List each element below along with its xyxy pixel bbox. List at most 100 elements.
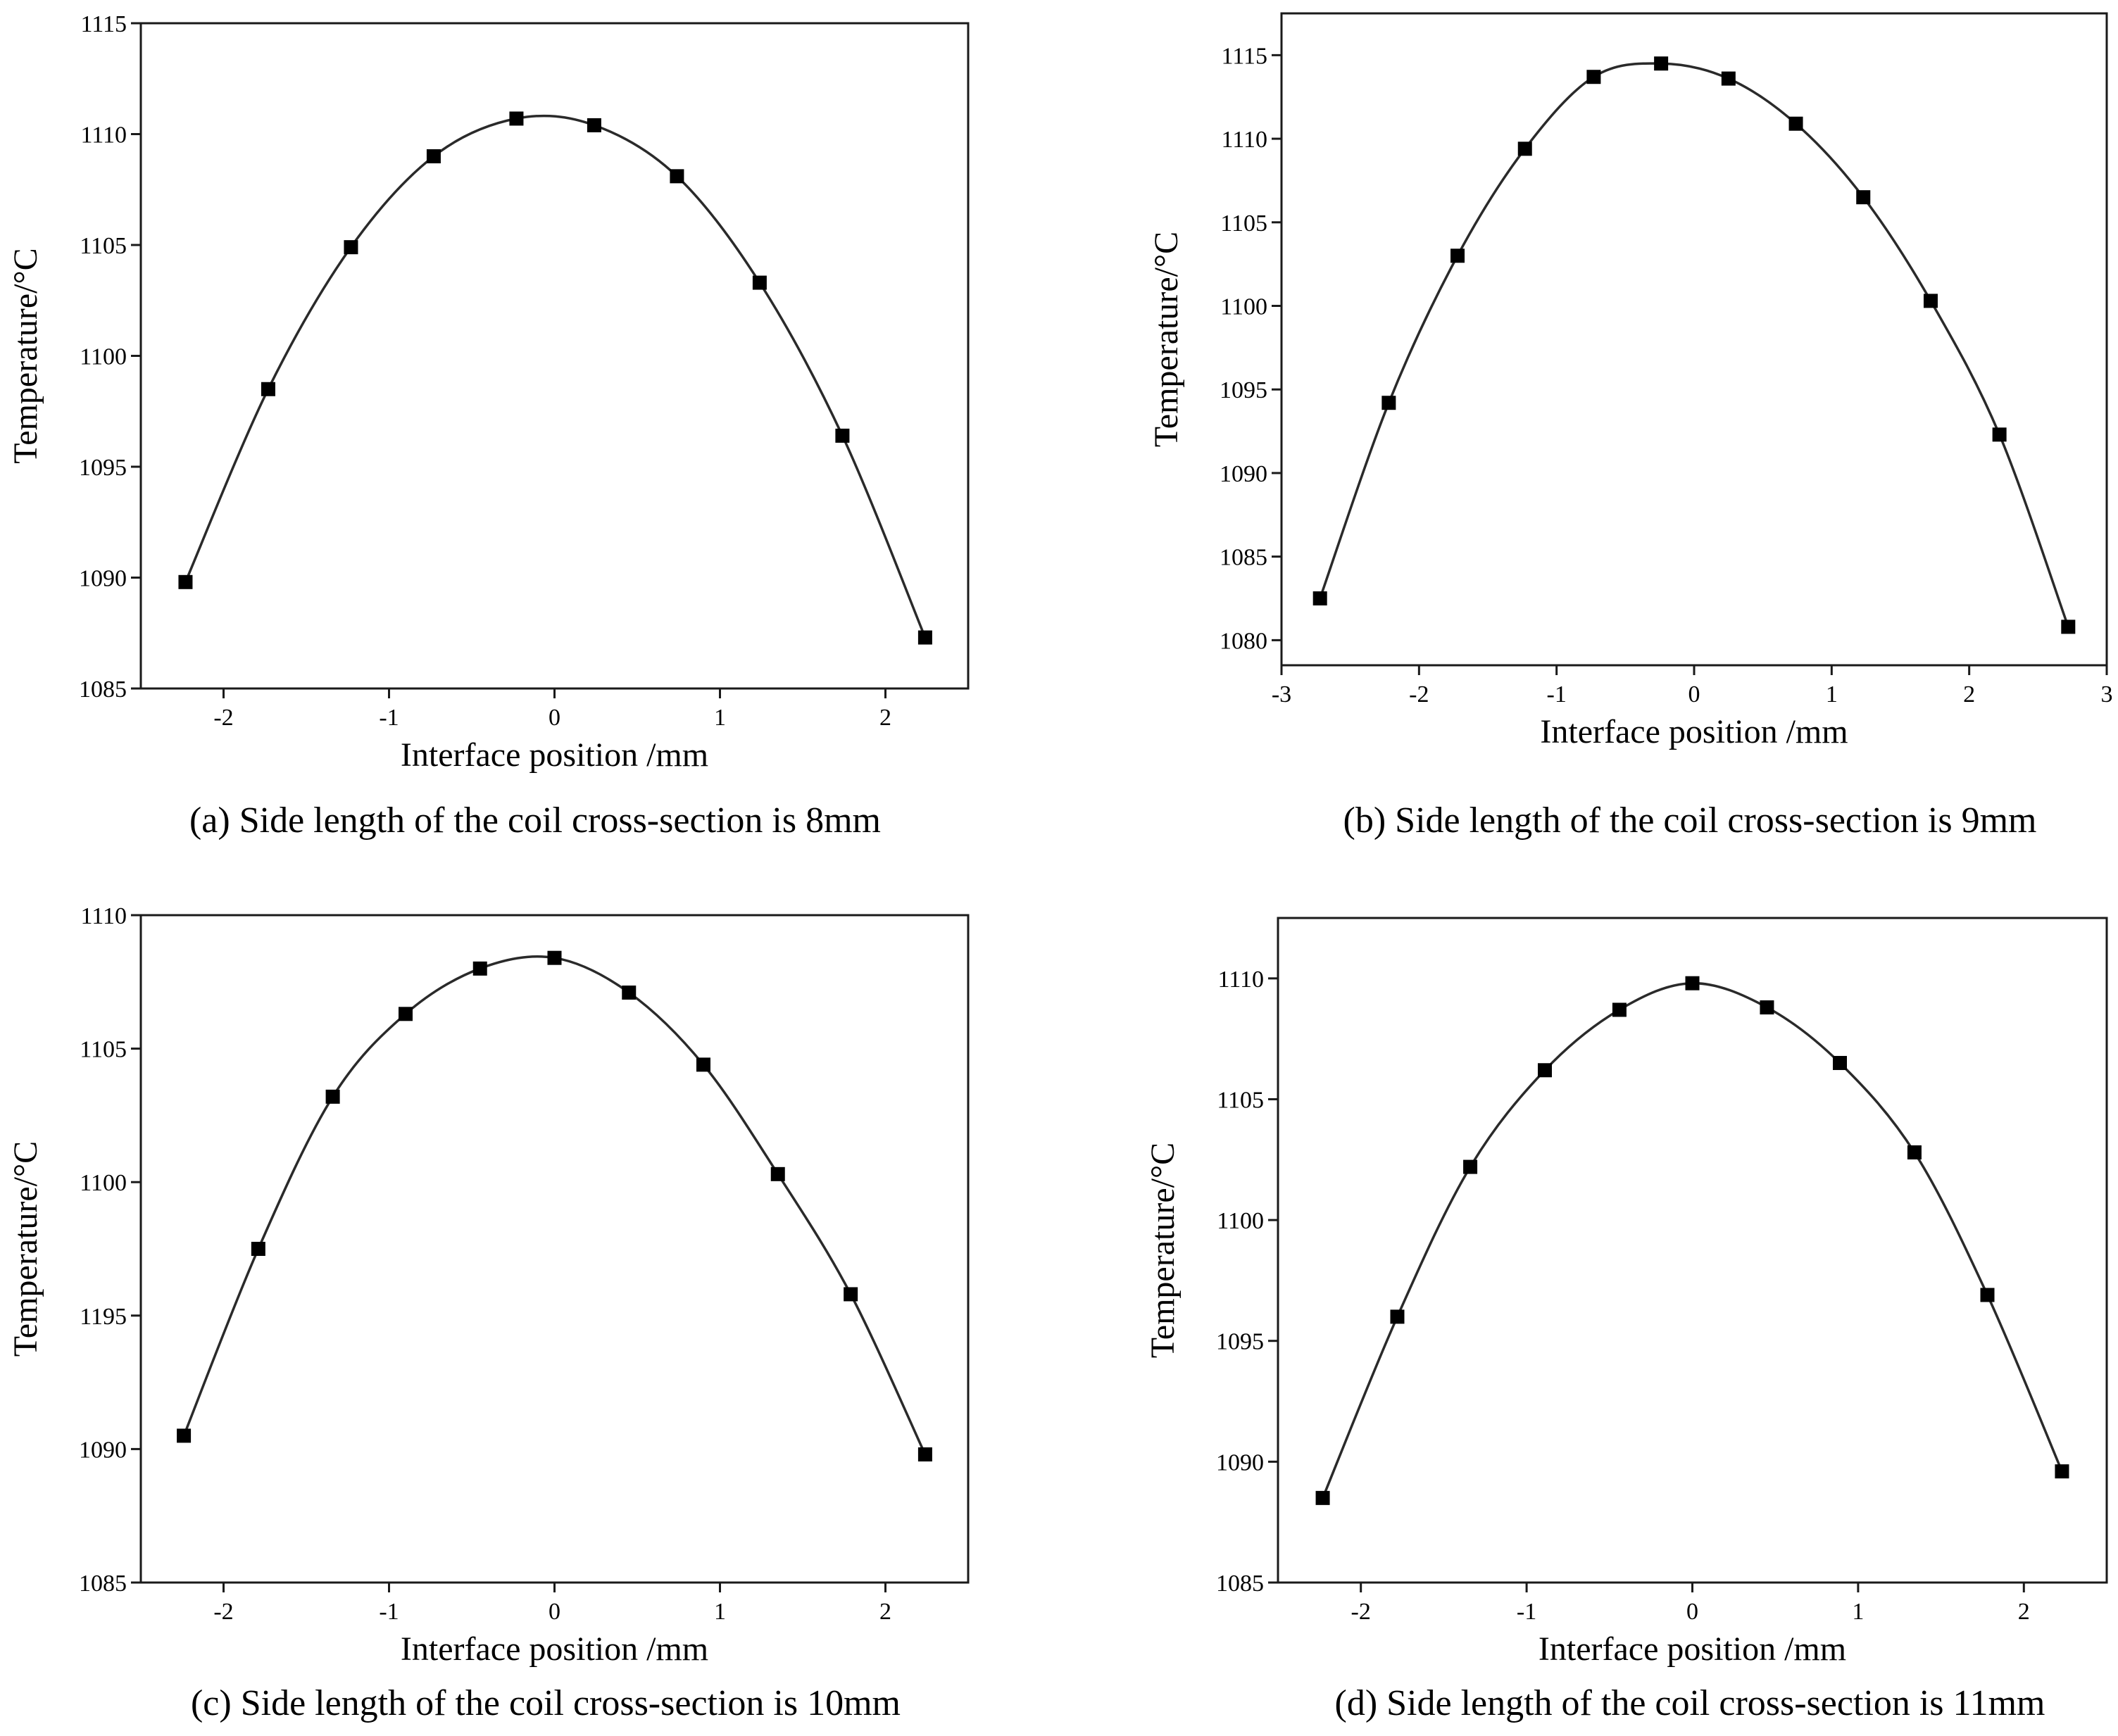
- data-point-a: [752, 275, 767, 290]
- y-tick-label-d: 1110: [1218, 967, 1264, 993]
- data-point-d: [1833, 1055, 1848, 1070]
- data-point-a: [178, 574, 193, 589]
- x-axis-label-c: Interface position /mm: [401, 1630, 708, 1668]
- data-point-b: [1381, 396, 1396, 410]
- y-tick-label-d: 1100: [1217, 1208, 1264, 1234]
- data-point-d: [1685, 976, 1700, 990]
- x-tick-label-a: 2: [879, 705, 891, 731]
- x-tick-label-c: 0: [549, 1599, 560, 1625]
- data-point-b: [1654, 56, 1669, 71]
- data-point-b: [1450, 249, 1465, 263]
- y-tick-label-a: 1115: [81, 11, 127, 37]
- y-tick-label-d: 1105: [1217, 1087, 1264, 1113]
- data-point-a: [835, 428, 850, 443]
- caption-a: (a) Side length of the coil cross-sectio…: [189, 800, 881, 841]
- data-point-b: [1923, 294, 1938, 308]
- y-tick-label-b: 1085: [1220, 545, 1267, 571]
- y-tick-label-c: 1195: [80, 1304, 127, 1330]
- data-point-c: [251, 1242, 265, 1256]
- fit-curve-b: [1319, 62, 2069, 627]
- x-tick-label-b: 3: [2101, 681, 2113, 707]
- y-axis-label-c: Temperature/°C: [7, 1141, 44, 1357]
- data-point-c: [844, 1287, 858, 1302]
- data-point-d: [1537, 1063, 1552, 1078]
- y-axis-label-b: Temperature/°C: [1148, 232, 1185, 447]
- x-tick-label-b: -2: [1409, 681, 1429, 707]
- caption-c: (c) Side length of the coil cross-sectio…: [191, 1683, 901, 1723]
- y-tick-label-b: 1090: [1220, 461, 1267, 487]
- y-tick-label-a: 1095: [79, 455, 127, 481]
- y-tick-label-b: 1110: [1222, 127, 1267, 153]
- panel-c: -2 -1 0 1 2 1085 1090 1195 1100 1105 1110 Interfac…: [7, 903, 970, 1723]
- data-point-d: [2055, 1464, 2069, 1479]
- x-tick-label-b: -3: [1272, 681, 1291, 707]
- y-tick-label-a: 1085: [79, 677, 127, 703]
- data-point-b: [1788, 116, 1803, 131]
- y-tick-label-d: 1095: [1216, 1329, 1264, 1355]
- data-point-d: [1980, 1288, 1995, 1302]
- data-point-b: [1992, 427, 2007, 442]
- y-tick-label-c: 1085: [79, 1571, 127, 1597]
- y-tick-label-a: 1090: [79, 566, 127, 592]
- data-point-b: [1517, 141, 1532, 156]
- data-point-c: [472, 961, 487, 976]
- data-point-d: [1907, 1145, 1922, 1159]
- data-point-b: [2061, 619, 2076, 634]
- panel-d: -2 -1 0 1 2 1085 1090 1095 1100 1105 1110 Interfac…: [1144, 917, 2108, 1723]
- y-axis-label-a: Temperature/°C: [7, 248, 44, 463]
- data-point-c: [177, 1428, 192, 1443]
- y-tick-label-a: 1110: [81, 122, 127, 149]
- x-tick-label-d: 2: [2018, 1599, 2030, 1625]
- data-point-c: [917, 1447, 932, 1461]
- y-tick-label-b: 1105: [1220, 210, 1267, 237]
- x-tick-label-c: 1: [714, 1599, 726, 1625]
- data-point-c: [399, 1007, 413, 1021]
- data-point-d: [1390, 1309, 1405, 1324]
- data-point-d: [1612, 1002, 1627, 1017]
- y-tick-label-b: 1080: [1220, 628, 1267, 654]
- y-tick-label-d: 1090: [1216, 1449, 1264, 1476]
- y-axis-label-d: Temperature/°C: [1144, 1143, 1182, 1358]
- x-tick-label-a: 0: [549, 705, 560, 731]
- panel-a: -2 -1 0 1 2 1085 1090 1095 1100 1105 1110 1115 Inte…: [7, 11, 970, 841]
- data-point-b: [1721, 71, 1736, 86]
- data-point-c: [696, 1057, 710, 1072]
- x-tick-label-a: -2: [213, 705, 233, 731]
- y-tick-label-c: 1090: [79, 1437, 127, 1463]
- y-tick-label-d: 1085: [1216, 1571, 1264, 1597]
- data-point-d: [1315, 1490, 1330, 1505]
- data-point-a: [917, 630, 932, 645]
- data-point-d: [1760, 1000, 1774, 1015]
- data-point-d: [1463, 1159, 1478, 1174]
- caption-d: (d) Side length of the coil cross-sectio…: [1335, 1683, 2045, 1723]
- x-tick-label-b: 2: [1963, 681, 1975, 707]
- data-point-c: [547, 950, 562, 965]
- y-tick-label-c: 1110: [81, 903, 127, 929]
- data-point-c: [622, 985, 637, 1000]
- x-tick-label-a: 1: [714, 705, 726, 731]
- x-tick-label-c: -2: [213, 1599, 233, 1625]
- y-tick-label-a: 1105: [80, 233, 127, 259]
- panel-b: -3 -2 -1 0 1 2 3 1080 1085 1090 1095 1100 1105 1110 11…: [1148, 12, 2113, 841]
- x-tick-label-b: 1: [1826, 681, 1838, 707]
- y-tick-label-a: 1100: [80, 344, 127, 370]
- x-tick-label-a: -1: [379, 705, 399, 731]
- data-point-a: [426, 149, 441, 163]
- x-axis-label-d: Interface position /mm: [1539, 1630, 1846, 1668]
- data-point-a: [587, 118, 601, 132]
- x-axis-label-a: Interface position /mm: [401, 736, 708, 774]
- caption-b: (b) Side length of the coil cross-sectio…: [1343, 800, 2037, 841]
- data-point-b: [1856, 190, 1871, 205]
- data-point-c: [770, 1166, 785, 1181]
- data-point-b: [1586, 70, 1601, 84]
- x-tick-label-d: -1: [1517, 1599, 1536, 1625]
- x-tick-label-d: -2: [1351, 1599, 1371, 1625]
- y-tick-label-b: 1095: [1220, 377, 1267, 403]
- x-axis-label-b: Interface position /mm: [1540, 713, 1848, 750]
- y-tick-label-c: 1100: [80, 1170, 127, 1196]
- x-tick-label-c: -1: [379, 1599, 399, 1625]
- x-tick-label-b: 0: [1688, 681, 1700, 707]
- data-point-a: [670, 169, 684, 184]
- data-point-c: [325, 1089, 340, 1104]
